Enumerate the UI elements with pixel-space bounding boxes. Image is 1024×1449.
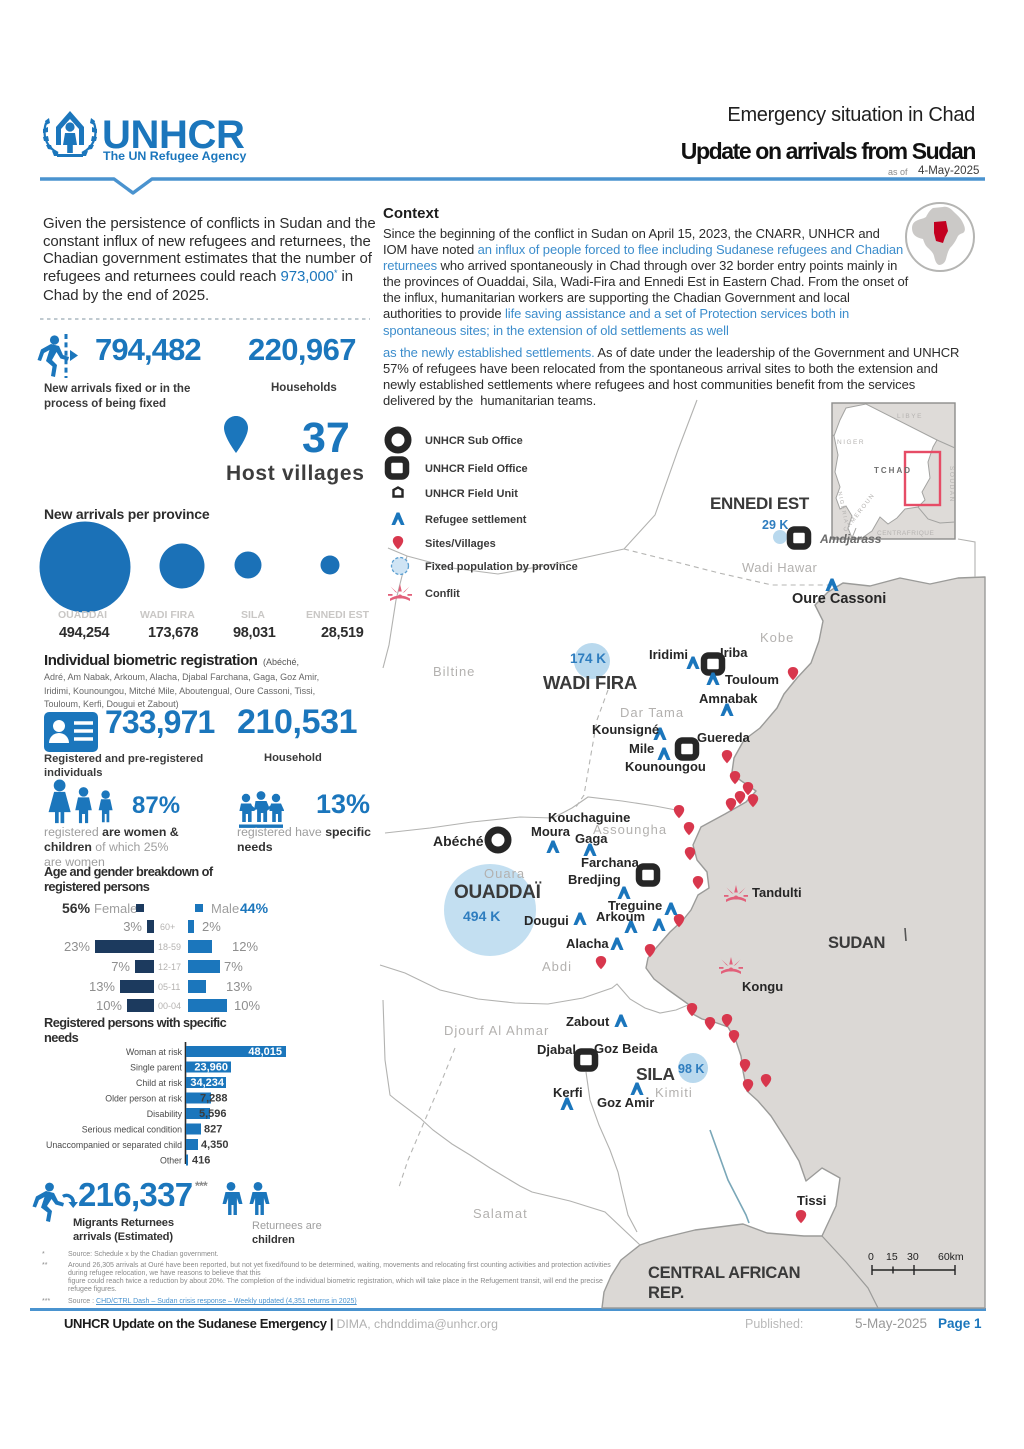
svg-text:23,960: 23,960 bbox=[194, 1062, 228, 1074]
svg-text:Moura: Moura bbox=[531, 824, 571, 839]
svg-text:12%: 12% bbox=[232, 939, 258, 954]
svg-text:Kobe: Kobe bbox=[760, 630, 794, 645]
svg-text:Abéché: Abéché bbox=[433, 833, 484, 849]
svg-text:60km: 60km bbox=[938, 1251, 964, 1263]
svg-text:TCHAD: TCHAD bbox=[874, 466, 912, 475]
svg-text:827: 827 bbox=[204, 1124, 222, 1136]
svg-text:Biltine: Biltine bbox=[433, 664, 475, 679]
svg-text:OUADDAÏ: OUADDAÏ bbox=[454, 882, 542, 903]
svg-text:Sites/Villages: Sites/Villages bbox=[425, 538, 496, 550]
svg-text:Kongu: Kongu bbox=[742, 979, 783, 994]
svg-text:00-04: 00-04 bbox=[158, 1001, 181, 1011]
svg-text:Conflit: Conflit bbox=[425, 588, 460, 600]
svg-text:5,596: 5,596 bbox=[199, 1108, 227, 1120]
svg-text:174 K: 174 K bbox=[570, 651, 606, 666]
svg-text:29 K: 29 K bbox=[762, 518, 788, 532]
svg-text:Woman at risk: Woman at risk bbox=[126, 1047, 183, 1057]
svg-text:Mile: Mile bbox=[629, 741, 654, 756]
svg-text:SUDAN: SUDAN bbox=[828, 934, 885, 952]
svg-text:Other: Other bbox=[160, 1156, 182, 1166]
svg-text:Gaga: Gaga bbox=[575, 831, 608, 846]
svg-text:13%: 13% bbox=[226, 979, 252, 994]
svg-text:UNHCR Field Unit: UNHCR Field Unit bbox=[425, 488, 518, 500]
svg-text:Serious medical condition: Serious medical condition bbox=[82, 1125, 182, 1135]
svg-text:Amnabak: Amnabak bbox=[699, 691, 758, 706]
svg-text:Kerfi: Kerfi bbox=[553, 1085, 583, 1100]
svg-text:05-11: 05-11 bbox=[158, 982, 180, 992]
svg-text:10%: 10% bbox=[96, 998, 122, 1013]
svg-text:Guereda: Guereda bbox=[697, 730, 751, 745]
svg-text:Disability: Disability bbox=[147, 1109, 183, 1119]
svg-text:Kimiti: Kimiti bbox=[655, 1085, 693, 1100]
svg-text:12-17: 12-17 bbox=[158, 962, 181, 972]
svg-text:NIGER: NIGER bbox=[837, 439, 865, 446]
svg-text:13%: 13% bbox=[89, 979, 115, 994]
svg-text:Ouara: Ouara bbox=[484, 866, 525, 881]
svg-text:Kouchaguine: Kouchaguine bbox=[548, 810, 630, 825]
svg-text:Goz Beida: Goz Beida bbox=[594, 1041, 658, 1056]
svg-text:Touloum: Touloum bbox=[725, 672, 779, 687]
svg-text:Treguine: Treguine bbox=[608, 898, 662, 913]
svg-text:Tissi: Tissi bbox=[797, 1193, 826, 1208]
svg-text:416: 416 bbox=[192, 1155, 210, 1167]
svg-text:Alacha: Alacha bbox=[566, 936, 609, 951]
svg-text:SOUDAN: SOUDAN bbox=[948, 466, 955, 503]
svg-text:Salamat: Salamat bbox=[473, 1206, 528, 1221]
svg-text:Kounoungou: Kounoungou bbox=[625, 759, 706, 774]
svg-text:ENNEDI EST: ENNEDI EST bbox=[710, 494, 810, 513]
svg-text:0: 0 bbox=[868, 1251, 874, 1263]
svg-text:3%: 3% bbox=[123, 919, 142, 934]
svg-text:15: 15 bbox=[886, 1251, 898, 1263]
svg-text:The UN Refugee Agency: The UN Refugee Agency bbox=[103, 149, 247, 163]
svg-text:Iridimi: Iridimi bbox=[649, 647, 688, 662]
svg-text:Amdjarass: Amdjarass bbox=[819, 532, 882, 546]
svg-text:4,350: 4,350 bbox=[201, 1139, 229, 1151]
svg-text:Older person at risk: Older person at risk bbox=[105, 1094, 182, 1104]
svg-text:Djabal: Djabal bbox=[537, 1042, 576, 1057]
svg-text:Fixed population by province: Fixed population by province bbox=[425, 561, 578, 573]
svg-text:7%: 7% bbox=[111, 959, 130, 974]
svg-text:18-59: 18-59 bbox=[158, 942, 181, 952]
svg-text:Bredjing: Bredjing bbox=[568, 872, 621, 887]
svg-text:Tandulti: Tandulti bbox=[752, 885, 802, 900]
svg-text:Iriba: Iriba bbox=[720, 645, 748, 660]
svg-text:Djourf Al Ahmar: Djourf Al Ahmar bbox=[444, 1023, 549, 1038]
svg-text:Wadi Hawar: Wadi Hawar bbox=[742, 560, 817, 575]
svg-text:SILA: SILA bbox=[636, 1064, 675, 1084]
svg-text:Unaccompanied or separated chi: Unaccompanied or separated child bbox=[46, 1140, 182, 1150]
svg-text:UNHCR: UNHCR bbox=[102, 113, 245, 157]
svg-text:Arkoum: Arkoum bbox=[596, 909, 645, 924]
svg-text:REP.: REP. bbox=[648, 1284, 684, 1302]
svg-text:2%: 2% bbox=[202, 919, 221, 934]
svg-text:Goz Amir: Goz Amir bbox=[597, 1095, 654, 1110]
svg-text:98 K: 98 K bbox=[678, 1062, 704, 1076]
svg-text:UNHCR Sub Office: UNHCR Sub Office bbox=[425, 435, 523, 447]
svg-text:Oure Cassoni: Oure Cassoni bbox=[792, 591, 886, 607]
svg-text:Child at risk: Child at risk bbox=[136, 1078, 183, 1088]
svg-text:23%: 23% bbox=[64, 939, 90, 954]
svg-text:Kounsigné: Kounsigné bbox=[592, 722, 659, 737]
svg-text:7,288: 7,288 bbox=[200, 1093, 228, 1105]
svg-text:30: 30 bbox=[907, 1251, 919, 1263]
svg-text:CENTRAL AFRICAN: CENTRAL AFRICAN bbox=[648, 1264, 800, 1282]
svg-text:7%: 7% bbox=[224, 959, 243, 974]
svg-text:CENTRAFRIQUE: CENTRAFRIQUE bbox=[877, 530, 934, 537]
svg-text:10%: 10% bbox=[234, 998, 260, 1013]
svg-text:Assoungha: Assoungha bbox=[593, 822, 667, 837]
svg-text:LIBYE: LIBYE bbox=[897, 413, 923, 420]
svg-text:WADI FIRA: WADI FIRA bbox=[543, 672, 637, 693]
svg-text:Dar Tama: Dar Tama bbox=[620, 705, 684, 720]
svg-text:Zabout: Zabout bbox=[566, 1014, 610, 1029]
svg-text:Dougui: Dougui bbox=[524, 913, 569, 928]
svg-text:Single parent: Single parent bbox=[130, 1063, 182, 1073]
svg-text:48,015: 48,015 bbox=[248, 1046, 282, 1058]
svg-text:UNHCR Field Office: UNHCR Field Office bbox=[425, 463, 528, 475]
svg-text:34,234: 34,234 bbox=[190, 1077, 225, 1089]
svg-text:Refugee settlement: Refugee settlement bbox=[425, 514, 527, 526]
svg-text:Farchana: Farchana bbox=[581, 855, 640, 870]
svg-text:Abdi: Abdi bbox=[542, 959, 572, 974]
svg-text:60+: 60+ bbox=[160, 922, 175, 932]
svg-text:494 K: 494 K bbox=[463, 908, 500, 924]
